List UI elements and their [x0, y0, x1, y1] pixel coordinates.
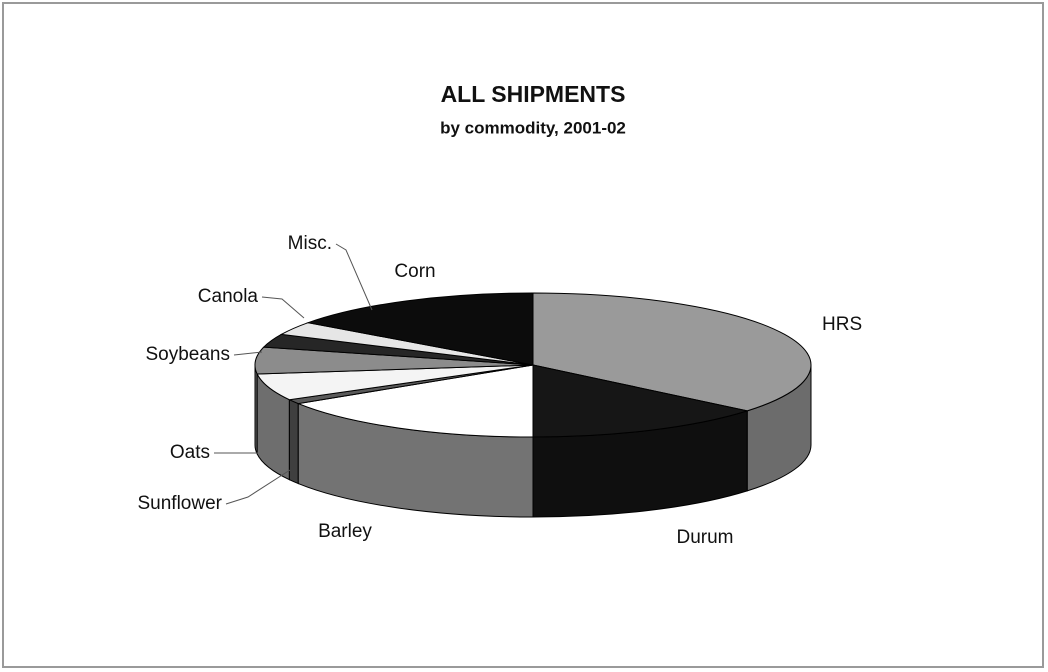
leader-line	[261, 296, 305, 319]
slice-label: Corn	[394, 261, 435, 282]
pie-slice	[296, 364, 534, 438]
pie-side	[288, 398, 299, 485]
slice-label: Canola	[198, 286, 259, 307]
slice-label: Durum	[676, 527, 733, 548]
leader-line	[225, 469, 291, 505]
slice-label: Sunflower	[138, 493, 223, 514]
slice-label: Barley	[318, 521, 372, 542]
pie-slice	[532, 364, 750, 438]
pie-slice	[306, 292, 534, 366]
chart-title: ALL SHIPMENTS	[441, 81, 626, 107]
chart-subtitle: by commodity, 2001-02	[440, 118, 626, 137]
slice-label: Misc.	[288, 233, 332, 254]
slice-label: Soybeans	[145, 344, 230, 365]
leader-line	[335, 243, 373, 311]
slice-label: Oats	[170, 442, 210, 463]
pie-slice	[532, 292, 812, 412]
slice-label: HRS	[822, 314, 862, 335]
leader-line	[233, 351, 263, 356]
